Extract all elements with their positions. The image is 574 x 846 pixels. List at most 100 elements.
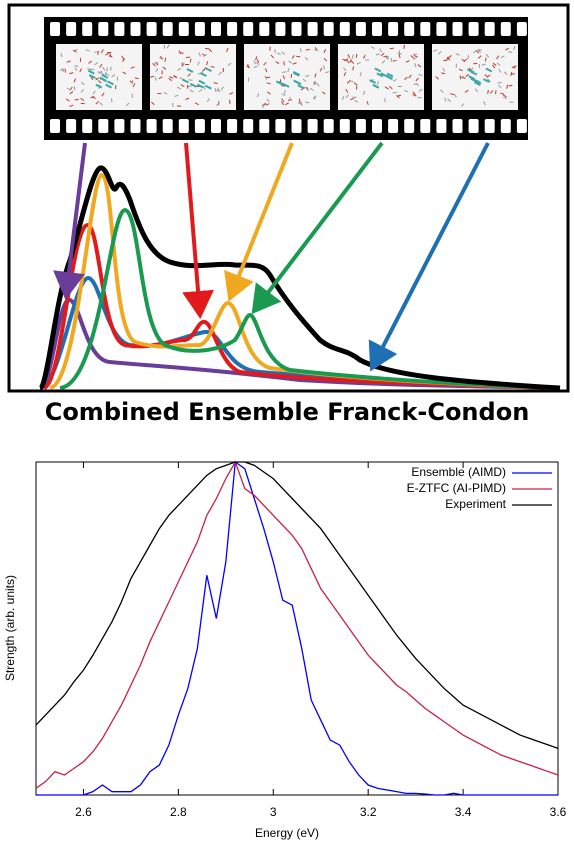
molecule	[284, 89, 286, 95]
molecule	[266, 82, 271, 85]
molecule	[440, 89, 444, 93]
molecule	[152, 62, 156, 67]
molecule	[446, 56, 449, 61]
film-hole	[404, 119, 415, 133]
molecule	[97, 80, 102, 84]
molecule	[169, 76, 174, 79]
molecule	[352, 66, 355, 71]
solute	[470, 77, 478, 83]
molecule	[440, 72, 446, 75]
molecule	[359, 72, 362, 77]
solute	[468, 75, 476, 81]
series-line	[35, 461, 559, 749]
molecule	[481, 63, 486, 66]
molecule	[484, 57, 487, 62]
molecule	[297, 102, 302, 106]
solute	[196, 83, 204, 89]
molecule	[345, 94, 349, 99]
molecule	[69, 91, 74, 95]
film-hole	[468, 22, 479, 36]
molecule	[487, 89, 489, 95]
film-hole	[372, 22, 382, 36]
film-hole	[82, 119, 93, 133]
film-hole	[420, 22, 431, 36]
molecule	[370, 46, 375, 50]
molecule	[132, 83, 136, 88]
molecule	[104, 71, 107, 76]
film-hole	[307, 22, 318, 36]
molecule	[74, 66, 78, 72]
molecule	[343, 72, 347, 77]
molecule	[229, 92, 234, 95]
molecule	[325, 71, 330, 74]
molecule	[390, 57, 393, 62]
molecule	[474, 88, 478, 93]
molecule	[66, 60, 71, 63]
molecule	[253, 60, 257, 65]
arrow	[224, 142, 294, 302]
molecule	[302, 78, 307, 82]
film-hole	[516, 22, 527, 36]
molecule	[403, 44, 405, 49]
molecule	[461, 76, 466, 80]
molecule	[105, 52, 109, 56]
molecule	[356, 62, 361, 65]
film-hole	[50, 22, 60, 36]
molecule	[352, 96, 357, 99]
molecule	[410, 55, 415, 59]
molecule	[94, 62, 99, 66]
molecule	[450, 93, 455, 96]
film-hole	[372, 119, 382, 133]
molecule	[122, 58, 126, 62]
molecule	[198, 52, 201, 57]
molecule	[158, 76, 163, 80]
molecule	[321, 91, 326, 95]
molecule	[296, 55, 301, 58]
molecule	[299, 48, 302, 53]
molecule	[464, 89, 469, 93]
molecule	[74, 98, 79, 101]
x-tick-label: 2.6	[75, 805, 92, 819]
film-hole	[114, 119, 125, 133]
molecule	[362, 90, 366, 95]
molecule	[323, 57, 328, 62]
molecule	[398, 54, 401, 59]
molecule	[405, 60, 410, 63]
film-hole	[452, 119, 463, 133]
film-hole	[452, 22, 463, 36]
molecule	[218, 71, 222, 76]
molecule	[73, 78, 77, 83]
molecule	[478, 55, 482, 59]
molecule	[72, 49, 77, 53]
molecule	[256, 61, 260, 66]
molecule	[198, 88, 203, 93]
molecule	[65, 98, 70, 102]
molecule	[177, 67, 182, 71]
molecule	[74, 65, 79, 67]
molecule	[435, 76, 439, 80]
molecule	[487, 78, 491, 82]
molecule	[281, 51, 286, 55]
illustration: Combined Ensemble Franck-Condon	[7, 3, 570, 426]
film-hole	[259, 22, 270, 36]
molecule	[60, 68, 65, 71]
solute	[292, 71, 300, 76]
molecule	[506, 84, 509, 89]
molecule	[197, 61, 200, 66]
molecule	[208, 48, 213, 53]
molecule	[94, 51, 99, 53]
film-hole	[291, 119, 302, 133]
molecule	[81, 81, 85, 86]
red-curve	[42, 223, 561, 390]
molecule	[385, 55, 388, 60]
molecule	[178, 50, 181, 55]
film-hole	[178, 119, 189, 133]
solute	[376, 72, 384, 78]
molecule	[90, 68, 95, 71]
molecule	[88, 60, 92, 64]
molecule	[125, 102, 130, 107]
molecule	[276, 52, 281, 56]
molecule	[201, 69, 204, 74]
molecule	[415, 82, 420, 87]
